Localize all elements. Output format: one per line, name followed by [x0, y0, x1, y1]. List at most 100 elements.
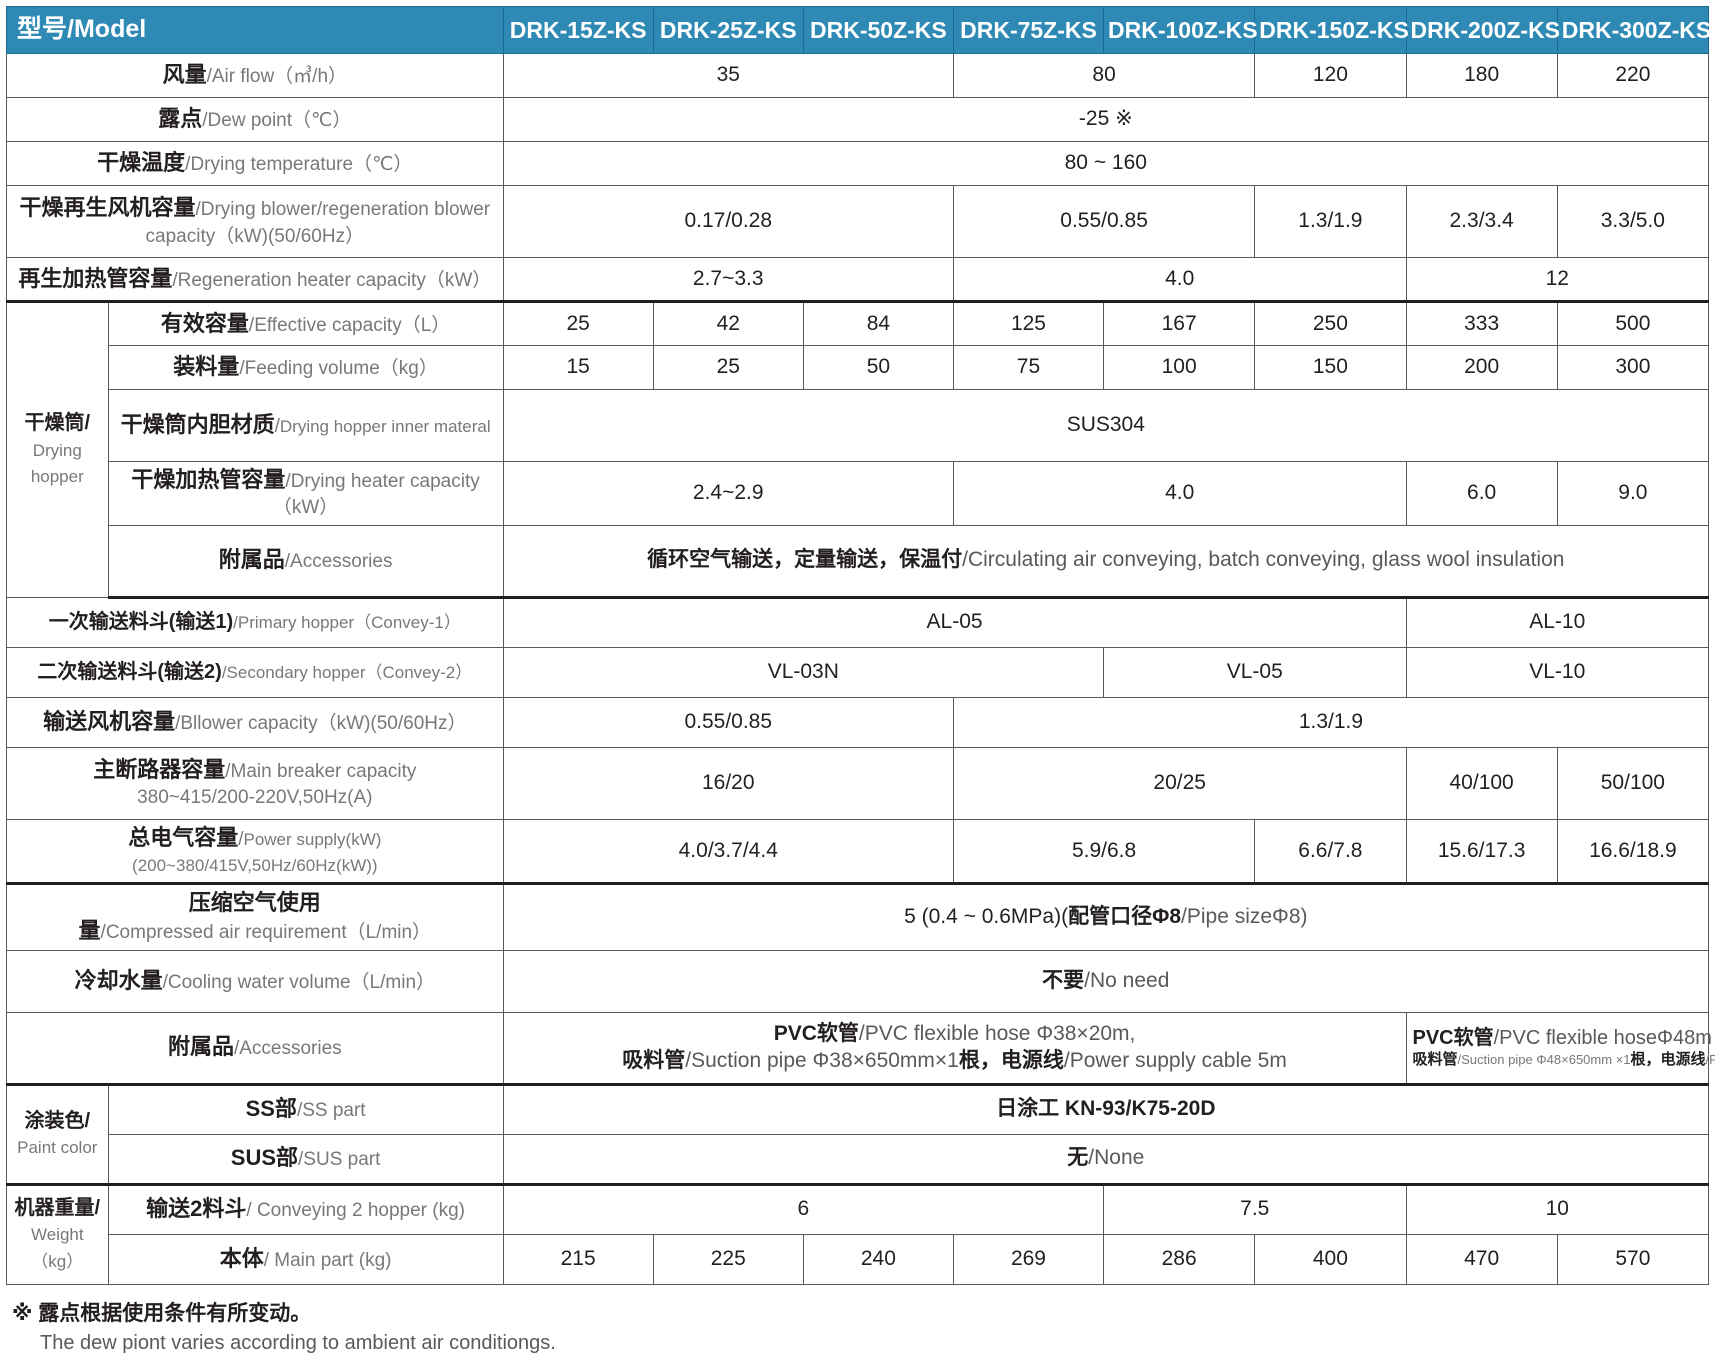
- value-main-breaker-2: 20/25: [952, 746, 1407, 820]
- label-main-part-weight: 本体/ Main part (kg): [107, 1233, 504, 1285]
- value-air-flow-4: 180: [1405, 53, 1558, 98]
- value-secondary-hopper-3: VL-10: [1405, 646, 1709, 698]
- value-blower-4: 2.3/3.4: [1405, 185, 1558, 258]
- value-main-part-weight-3: 240: [802, 1233, 954, 1285]
- value-power-supply-1: 4.0/3.7/4.4: [502, 818, 954, 884]
- value-blower-2: 0.55/0.85: [952, 185, 1256, 258]
- label-feeding-volume: 装料量/Feeding volume（kg）: [107, 345, 504, 390]
- row-feeding-volume: 装料量/Feeding volume（kg） 15 25 50 75 100 1…: [7, 345, 1710, 390]
- label-conveying-blower: 输送风机容量/Bllower capacity（kW)(50/60Hz）: [6, 696, 504, 748]
- value-hopper-accessories: 循环空气输送，定量输送，保温付/Circulating air conveyin…: [502, 524, 1710, 599]
- value-conveying-hopper-weight-3: 10: [1405, 1182, 1709, 1235]
- value-primary-hopper-1: AL-05: [502, 596, 1407, 648]
- label-main-breaker-cn: 主断路器容量: [93, 756, 226, 782]
- label-primary-hopper: 一次输送料斗(输送1)/Primary hopper（Convey-1）: [6, 596, 504, 648]
- row-conveying-hopper-weight: 机器重量/Weight（kg） 输送2料斗/ Conveying 2 hoppe…: [6, 1182, 1709, 1285]
- row-air-flow: 风量/Air flow（㎥/h） 35 80 120 180 220: [6, 53, 1710, 98]
- value-secondary-hopper-2: VL-05: [1103, 646, 1407, 698]
- label-cooling-water-cn: 冷却水量: [74, 967, 163, 993]
- model-col-5: DRK-100Z-KS: [1103, 6, 1258, 54]
- label-ss-part: SS部/SS part: [107, 1082, 504, 1135]
- accessories-right-l2-en2: ，电源线: [1645, 1050, 1706, 1068]
- label-effective-capacity-cn: 有效容量: [160, 310, 249, 336]
- footnote-line-1: ※ 露点根据使用条件有所变动。: [12, 1301, 312, 1325]
- value-blower-5: 3.3/5.0: [1556, 185, 1710, 258]
- label-feeding-volume-en: Feeding volume（kg）: [244, 358, 438, 380]
- row-main-part-weight: 本体/ Main part (kg) 215 225 240 269 286 4…: [7, 1233, 1710, 1285]
- value-effective-capacity-1: 25: [502, 300, 654, 346]
- model-col-4: DRK-75Z-KS: [952, 6, 1105, 54]
- value-main-breaker-4: 50/100: [1556, 746, 1710, 820]
- label-effective-capacity-en: Effective capacity（L）: [254, 314, 451, 336]
- value-feeding-volume-7: 200: [1405, 345, 1558, 390]
- row-drying-temperature: 干燥温度/Drying temperature（℃） 80 ~ 160: [6, 141, 1710, 186]
- group-label-weight: 机器重量/Weight（kg）: [6, 1182, 109, 1285]
- row-effective-capacity: 干燥筒/Drying hopper 有效容量/Effective capacit…: [6, 300, 1710, 598]
- model-col-8: DRK-300Z-KS: [1556, 6, 1711, 54]
- value-primary-hopper-2: AL-10: [1405, 596, 1709, 648]
- label-primary-hopper-cn: 一次输送料斗(输送1): [48, 611, 234, 634]
- group-label-drying-hopper: 干燥筒/Drying hopper: [6, 300, 109, 598]
- value-feeding-volume-3: 50: [802, 345, 954, 390]
- value-dew-point: -25 ※: [502, 97, 1710, 142]
- label-drying-temperature-en: Drying temperature（℃）: [190, 154, 413, 176]
- label-inner-material: 干燥筒内胆材质/Drying hopper inner materal: [107, 389, 504, 462]
- header-model-label: 型号/Model: [6, 6, 504, 54]
- accessories-right-l2-en3: /Power supply cable: [1705, 1051, 1715, 1067]
- label-blower-capacity-cn: 干燥再生风机容量: [19, 195, 196, 221]
- row-primary-hopper: 一次输送料斗(输送1)/Primary hopper（Convey-1） AL-…: [6, 596, 1709, 648]
- label-air-flow-cn: 风量: [162, 62, 207, 88]
- label-effective-capacity: 有效容量/Effective capacity（L）: [107, 300, 504, 346]
- label-cooling-water: 冷却水量/Cooling water volume（L/min）: [6, 949, 504, 1013]
- label-dew-point: 露点/Dew point（℃）: [6, 97, 504, 142]
- value-hopper-accessories-cn: 循环空气输送，定量输送，保温付: [647, 548, 963, 572]
- value-effective-capacity-7: 333: [1405, 300, 1558, 346]
- row-accessories: 附属品/Accessories PVC软管/PVC flexible hose …: [6, 1011, 1715, 1085]
- label-secondary-hopper: 二次输送料斗(输送2)/Secondary hopper（Convey-2）: [6, 646, 504, 698]
- value-drying-heater-3: 6.0: [1405, 461, 1558, 526]
- value-air-flow-3: 120: [1254, 53, 1407, 98]
- label-main-part-weight-en: / Main part (kg): [263, 1249, 392, 1271]
- value-main-breaker-1: 16/20: [502, 746, 954, 820]
- value-main-part-weight-5: 286: [1103, 1233, 1256, 1285]
- accessories-left-l2-en3: /Power supply cable 5m: [1063, 1048, 1287, 1072]
- value-feeding-volume-4: 75: [952, 345, 1105, 390]
- value-cooling-water-cn: 不要: [1042, 968, 1085, 992]
- label-ss-part-cn: SS部: [245, 1096, 297, 1122]
- value-ss-part: 日涂工 KN-93/K75-20D: [502, 1082, 1710, 1135]
- label-main-part-weight-cn: 本体: [219, 1245, 264, 1271]
- accessories-left-l2-en: /Suction pipe Φ38×650mm×1: [685, 1048, 959, 1072]
- value-sus-part-en: /None: [1088, 1146, 1145, 1170]
- row-blower-capacity: 干燥再生风机容量/Drying blower/regeneration blow…: [6, 185, 1710, 258]
- row-compressed-air: 压缩空气使用量/Compressed air requirement（L/min…: [6, 882, 1710, 951]
- row-inner-material: 干燥筒内胆材质/Drying hopper inner materal SUS3…: [7, 389, 1710, 462]
- label-feeding-volume-cn: 装料量: [173, 354, 240, 380]
- label-dew-point-cn: 露点: [158, 106, 203, 132]
- value-regen-heater-1: 2.7~3.3: [502, 257, 954, 302]
- group-weight-cn: 机器重量/: [14, 1197, 101, 1220]
- label-regeneration-heater: 再生加热管容量/Regeneration heater capacity（kW）: [6, 257, 504, 302]
- accessories-left-l2-cn: 吸料管: [622, 1048, 686, 1072]
- label-accessories: 附属品/Accessories: [6, 1011, 504, 1085]
- label-sus-part-cn: SUS部: [230, 1145, 299, 1171]
- value-conveying-hopper-weight-1: 6: [502, 1182, 1105, 1235]
- label-inner-material-en: Drying hopper inner materal: [279, 417, 491, 437]
- value-main-part-weight-1: 215: [502, 1233, 654, 1285]
- row-conveying-blower: 输送风机容量/Bllower capacity（kW)(50/60Hz） 0.5…: [6, 696, 1710, 748]
- value-air-flow-2: 80: [952, 53, 1256, 98]
- row-dew-point: 露点/Dew point（℃） -25 ※: [6, 97, 1710, 142]
- value-power-supply-5: 16.6/18.9: [1556, 818, 1710, 884]
- value-blower-3: 1.3/1.9: [1254, 185, 1407, 258]
- row-ss-part: 涂装色/Paint color SS部/SS part 日涂工 KN-93/K7…: [6, 1082, 1710, 1185]
- label-blower-capacity-en: Drying blower/regeneration blower capaci…: [145, 199, 491, 247]
- value-power-supply-2: 5.9/6.8: [952, 818, 1256, 884]
- value-conveying-hopper-weight-2: 7.5: [1103, 1182, 1407, 1235]
- label-regeneration-heater-cn: 再生加热管容量: [18, 265, 173, 291]
- value-main-part-weight-4: 269: [952, 1233, 1105, 1285]
- value-drying-heater-2: 4.0: [952, 461, 1407, 526]
- value-accessories-left: PVC软管/PVC flexible hose Φ38×20m, 吸料管/Suc…: [502, 1011, 1407, 1085]
- value-cooling-water: 不要/No need: [502, 949, 1710, 1013]
- label-sus-part-en: SUS part: [303, 1149, 381, 1171]
- label-air-flow-en: Air flow（㎥/h）: [211, 66, 348, 88]
- label-inner-material-cn: 干燥筒内胆材质: [120, 412, 275, 438]
